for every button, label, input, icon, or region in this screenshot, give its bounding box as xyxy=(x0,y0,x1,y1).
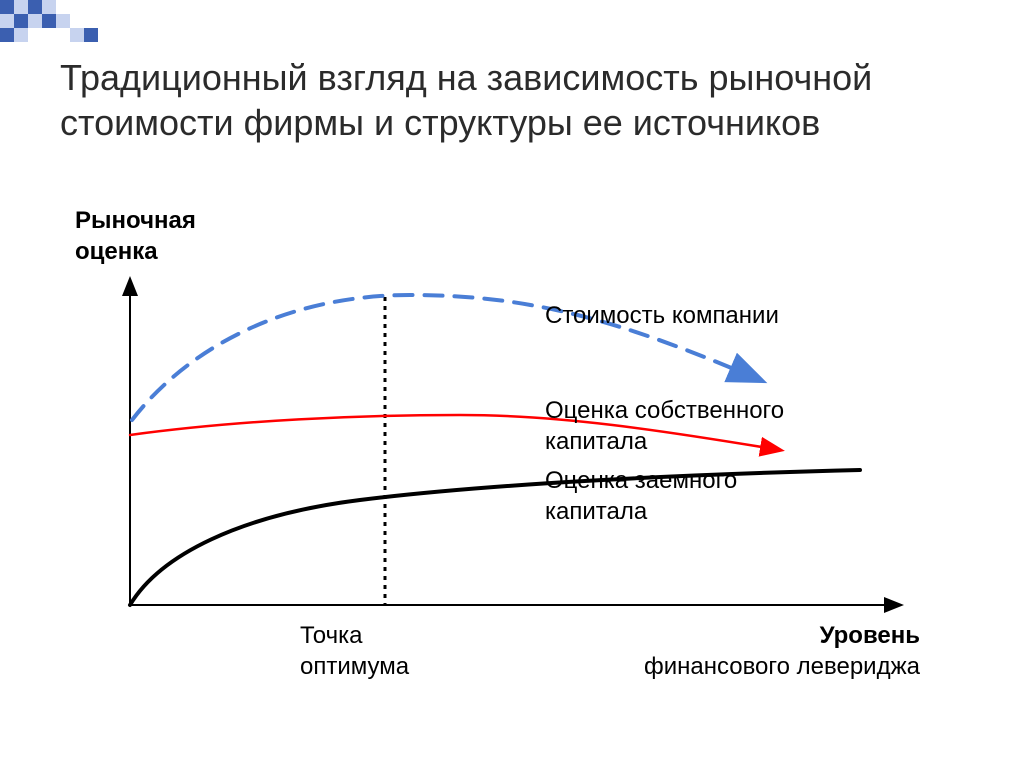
deco-square xyxy=(0,0,14,14)
x-label-optimum: Точка оптимума xyxy=(300,620,409,682)
deco-square xyxy=(0,28,14,42)
legend-equity-line1: Оценка собственного xyxy=(545,395,784,426)
x-label-leverage-line1: Уровень xyxy=(560,620,920,651)
x-label-optimum-line1: Точка xyxy=(300,620,409,651)
deco-square xyxy=(42,14,56,28)
legend-company-value: Стоимость компании xyxy=(545,300,779,331)
deco-square xyxy=(28,14,42,28)
x-label-leverage: Уровень финансового левериджа xyxy=(560,620,920,682)
corner-decoration xyxy=(0,0,120,50)
deco-square xyxy=(42,0,56,14)
legend-equity: Оценка собственного капитала xyxy=(545,395,784,457)
x-label-leverage-line2: финансового левериджа xyxy=(560,651,920,682)
deco-square xyxy=(84,28,98,42)
legend-debt-line2: капитала xyxy=(545,496,737,527)
y-axis-label-line2: оценка xyxy=(75,236,196,267)
deco-square xyxy=(70,28,84,42)
deco-square xyxy=(56,14,70,28)
legend-equity-line2: капитала xyxy=(545,426,784,457)
legend-debt-line1: Оценка заемного xyxy=(545,465,737,496)
deco-square xyxy=(14,28,28,42)
y-axis-label-line1: Рыночная xyxy=(75,205,196,236)
chart-svg xyxy=(100,275,930,635)
deco-square xyxy=(14,0,28,14)
x-label-optimum-line2: оптимума xyxy=(300,651,409,682)
slide-title: Традиционный взгляд на зависимость рыноч… xyxy=(60,55,984,145)
legend-debt: Оценка заемного капитала xyxy=(545,465,737,527)
y-axis-label: Рыночная оценка xyxy=(75,205,196,267)
chart: Стоимость компании Оценка собственного к… xyxy=(100,275,930,635)
deco-square xyxy=(28,0,42,14)
deco-square xyxy=(14,14,28,28)
deco-square xyxy=(0,14,14,28)
